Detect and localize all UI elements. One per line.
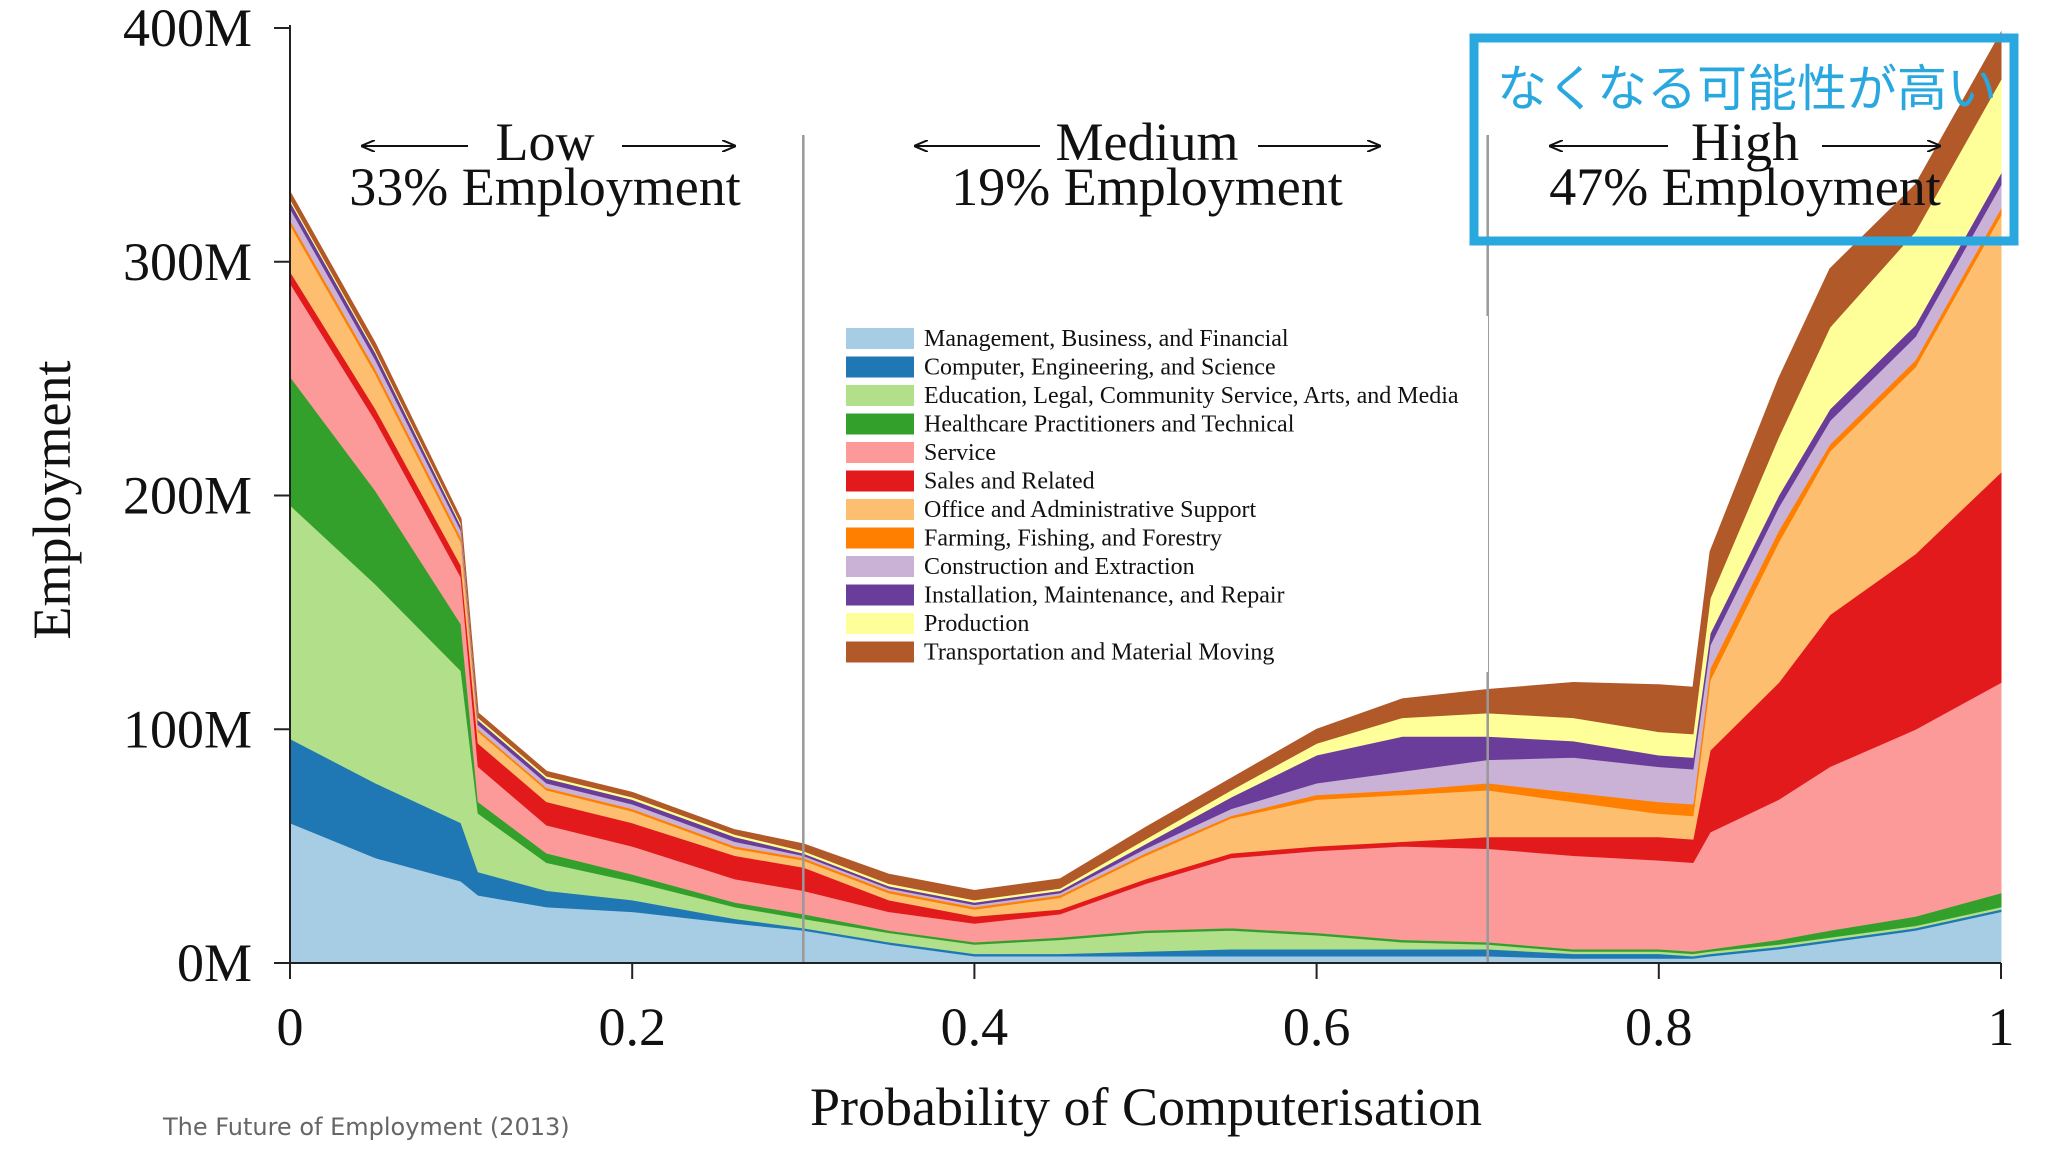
x-ticks: 0 0.2 0.4 0.6 0.8 1: [277, 963, 2015, 1057]
region-low-share: 33% Employment: [349, 157, 740, 217]
legend-swatch-5: [846, 470, 914, 492]
legend-swatch-0: [846, 328, 914, 349]
y-axis-title: Employment: [22, 361, 82, 640]
legend-label-6: Office and Administrative Support: [924, 497, 1257, 523]
x-axis-title: Probability of Computerisation: [810, 1077, 1482, 1137]
y-tick-label-2: 200M: [123, 466, 252, 526]
legend-swatch-6: [846, 499, 914, 520]
axes: [289, 25, 2001, 964]
legend-swatch-9: [846, 584, 914, 606]
legend: Management, Business, and Financial Compu…: [836, 316, 1488, 672]
highlight-text: なくなる可能性が高い: [1497, 60, 1997, 118]
legend-label-5: Sales and Related: [924, 469, 1095, 495]
legend-label-0: Management, Business, and Financial: [924, 326, 1289, 352]
x-tick-label-2: 0.4: [941, 997, 1009, 1057]
legend-swatch-2: [846, 385, 914, 406]
highlight-annotation: なくなる可能性が高い: [1469, 33, 2019, 246]
x-tick-label-3: 0.6: [1283, 997, 1351, 1057]
y-tick-label-0: 0M: [177, 933, 252, 993]
legend-label-10: Production: [924, 611, 1029, 637]
region-high: High 47% Employment: [1549, 112, 1940, 217]
legend-swatch-8: [846, 556, 914, 577]
legend-label-3: Healthcare Practitioners and Technical: [924, 412, 1295, 438]
y-tick-label-1: 100M: [123, 699, 252, 759]
legend-swatch-4: [846, 442, 914, 463]
region-high-share: 47% Employment: [1549, 157, 1940, 217]
y-ticks: 0M 100M 200M 300M 400M: [123, 0, 290, 993]
y-tick-label-4: 400M: [123, 0, 252, 58]
legend-label-7: Farming, Fishing, and Forestry: [924, 526, 1222, 552]
legend-label-11: Transportation and Material Moving: [924, 640, 1274, 666]
x-tick-label-4: 0.8: [1625, 997, 1693, 1057]
legend-swatch-3: [846, 413, 914, 435]
x-tick-label-0: 0: [277, 997, 304, 1057]
region-low-name: Low: [496, 112, 595, 172]
legend-label-9: Installation, Maintenance, and Repair: [924, 583, 1285, 609]
x-tick-label-1: 0.2: [598, 997, 666, 1057]
legend-label-8: Construction and Extraction: [924, 554, 1195, 580]
legend-swatch-11: [846, 641, 914, 663]
legend-label-1: Computer, Engineering, and Science: [924, 355, 1276, 381]
highlight-box: [1469, 33, 2019, 246]
legend-swatch-1: [846, 356, 914, 378]
region-medium-name: Medium: [1056, 112, 1239, 172]
source-note: The Future of Employment (2013): [162, 1113, 570, 1141]
legend-swatch-10: [846, 613, 914, 634]
y-tick-label-3: 300M: [123, 232, 252, 292]
legend-swatch-7: [846, 527, 914, 549]
region-medium: Medium 19% Employment: [915, 112, 1380, 217]
region-low: Low 33% Employment: [349, 112, 740, 217]
region-medium-share: 19% Employment: [951, 157, 1342, 217]
region-high-name: High: [1691, 112, 1799, 172]
legend-label-2: Education, Legal, Community Service, Art…: [924, 383, 1459, 409]
x-tick-label-5: 1: [1988, 997, 2015, 1057]
legend-background: [836, 316, 1488, 672]
legend-label-4: Service: [924, 440, 996, 466]
